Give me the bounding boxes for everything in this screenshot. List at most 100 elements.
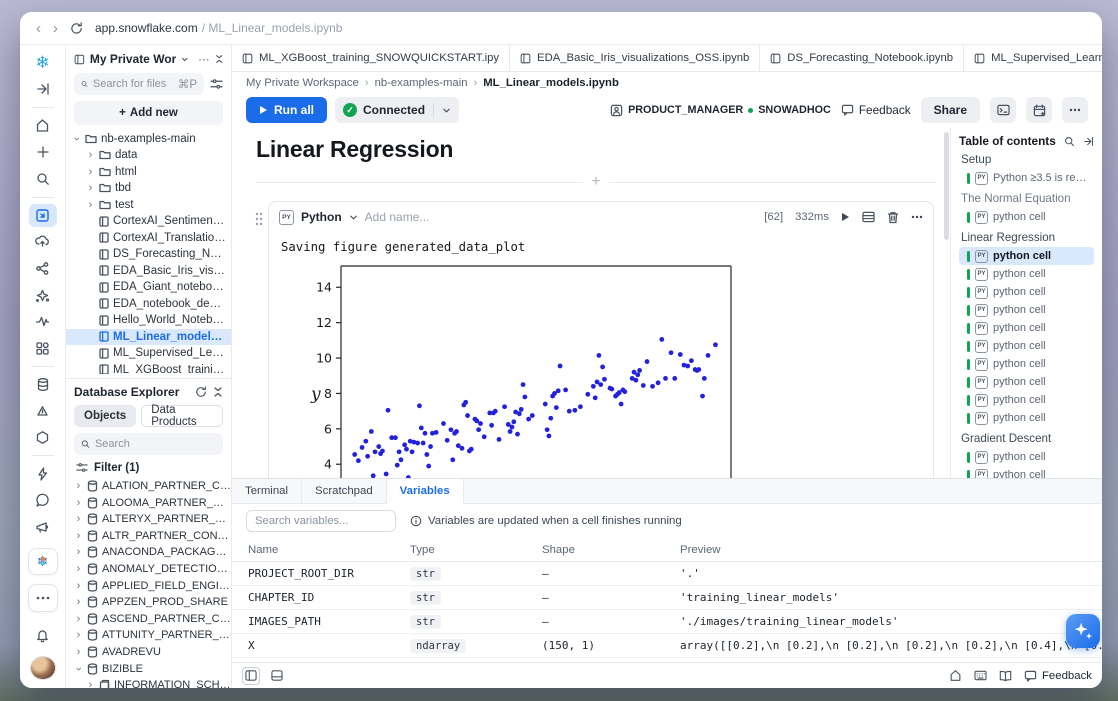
tab-data-products[interactable]: Data Products [141,404,223,428]
chevron-right-icon[interactable]: › [72,666,85,671]
chevron-right-icon[interactable]: › [76,612,81,625]
browser-reload-icon[interactable] [70,21,83,35]
refresh-icon[interactable] [195,386,207,398]
workspace-more-icon[interactable]: ⋯ [198,54,210,66]
workspace-title[interactable]: My Private Work... [89,52,176,66]
bottom-panel-tab[interactable]: Variables [386,479,464,504]
file-tree-item[interactable]: › ML_Supervised_Learning.i... [66,345,231,362]
quick-actions-icon[interactable] [29,462,57,486]
toc-search-icon[interactable] [1064,136,1075,147]
chevron-right-icon[interactable]: › [70,136,83,141]
database-list-item[interactable]: › ANOMALY_DETECTION_APP [66,561,231,578]
chevron-down-icon[interactable] [181,55,188,64]
toggle-sidebar-icon[interactable] [242,666,260,685]
role-selector[interactable]: PRODUCT_MANAGER SNOWADHOC [610,104,831,117]
data-icon[interactable] [29,373,57,397]
chevron-right-icon[interactable]: › [76,629,81,642]
database-list-item[interactable]: › ALOOMA_PARTNER_CONN... [66,494,231,511]
file-tree-item[interactable]: › tbd [66,180,231,197]
schedule-button[interactable] [1026,97,1052,123]
toc-section-title[interactable]: Linear Regression [961,231,1056,244]
python-cell[interactable]: PY Python Add name... [62] 332ms [255,201,934,478]
toc-cell-item[interactable]: PY python cell [959,265,1094,283]
cell-display-icon[interactable] [862,211,875,223]
browser-back-button[interactable]: ‹ [36,19,41,37]
terminal-toggle-button[interactable] [990,97,1016,123]
file-tree-item[interactable]: › data [66,147,231,164]
notebooks-icon[interactable] [28,203,57,228]
chevron-right-icon[interactable]: › [76,513,81,526]
table-row[interactable]: X ndarray (150, 1) array([[0.2],\n [0.2]… [232,634,1102,658]
url-bar[interactable]: app.snowflake.com / ML_Linear_models.ipy… [95,21,342,35]
file-tree-item[interactable]: › EDA_Basic_Iris_visualizatio... [66,263,231,280]
marketplace-icon[interactable] [29,336,57,360]
file-filter-icon[interactable] [210,78,223,90]
toc-cell-item[interactable]: PY python cell [959,448,1094,466]
data-sharing-icon[interactable] [29,257,57,281]
share-button[interactable]: Share [920,97,980,123]
file-tree-item[interactable]: › test [66,197,231,214]
file-tree-item[interactable]: › nb-examples-main [70,132,196,145]
toc-section-title[interactable]: Setup [961,153,992,166]
tab-objects[interactable]: Objects [74,404,137,427]
db-search-field[interactable] [94,437,216,450]
file-tree-item[interactable]: › EDA_Giant_notebook_170c... [66,279,231,296]
notebook-tab[interactable]: ML_XGBoost_training_SNOWQUICKSTART.ipy [232,45,511,71]
toc-cell-item[interactable]: PY python cell [959,208,1094,226]
add-icon[interactable] [29,141,57,165]
toc-section-title[interactable]: Gradient Descent [961,432,1052,445]
toc-cell-item[interactable]: PY python cell [959,319,1094,337]
file-tree-item[interactable]: › EDA_notebook_demo.ipynb [66,296,231,313]
chevron-right-icon[interactable]: › [88,679,93,688]
chevron-right-icon[interactable]: › [76,579,81,592]
database-list-item[interactable]: › BIZIBLE [72,662,143,675]
file-search-input[interactable]: ⌘P [74,73,204,95]
db-filter-button[interactable]: Filter (1) [66,460,231,478]
monitoring-icon[interactable] [29,310,57,334]
rail-more-button[interactable] [27,584,58,612]
database-list-item[interactable]: › ALTERYX_PARTNER_CONN... [66,511,231,528]
toc-cell-item[interactable]: PY python cell [959,409,1094,427]
feedback-button[interactable]: Feedback [1024,670,1092,682]
add-new-button[interactable]: + Add new [74,101,223,125]
toc-cell-item[interactable]: PY python cell [959,337,1094,355]
file-tree-item[interactable]: › ML_Linear_models.ipynb [66,328,231,346]
breadcrumb-item[interactable]: ML_Linear_models.ipynb › [483,77,619,89]
database-list-item[interactable]: › ALTR_PARTNER_CONNECT [66,528,231,545]
chevron-right-icon[interactable]: › [76,596,81,609]
file-tree-item[interactable]: › Hello_World_Notebook.ipy... [66,312,231,329]
search-icon[interactable] [29,167,57,191]
database-list-item[interactable]: › INFORMATION_SCHEMA [66,677,231,688]
chevron-right-icon[interactable]: › [76,563,81,576]
ingestion-icon[interactable] [29,399,57,423]
database-list-item[interactable]: › ATTUNITY_PARTNER_CON... [66,627,231,644]
toc-section-title[interactable]: The Normal Equation [961,192,1071,205]
browser-forward-button[interactable]: › [53,19,58,37]
collapse-rail-icon[interactable] [29,78,57,102]
cortex-ai-button[interactable]: ❄ [27,548,58,576]
bottom-panel-tab[interactable]: Scratchpad [302,479,387,503]
bottom-panel-tab[interactable]: Terminal [232,479,303,503]
toc-cell-item[interactable]: PY Python ≥3.5 is required [959,169,1094,187]
docs-icon[interactable] [999,670,1012,682]
ai-assistant-button[interactable] [1066,614,1100,648]
toggle-panel-icon[interactable] [268,667,286,685]
chevron-right-icon[interactable]: › [88,149,93,162]
snowflake-logo-icon[interactable]: ❄ [35,53,50,73]
toc-cell-item[interactable]: PY python cell [959,247,1094,265]
breadcrumb-item[interactable]: My Private Workspace › [246,77,369,89]
variables-search-field[interactable] [255,515,387,527]
toc-cell-item[interactable]: PY python cell [959,373,1094,391]
home-icon[interactable] [29,114,57,138]
database-list-item[interactable]: › ALATION_PARTNER_CONN... [66,478,231,495]
notifications-bell-icon[interactable] [29,624,57,648]
toc-collapse-icon[interactable] [1083,136,1094,147]
cell-language[interactable]: Python [301,210,342,224]
ai-ml-icon[interactable] [29,230,57,254]
toc-cell-item[interactable]: PY python cell [959,355,1094,373]
table-row[interactable]: IMAGES_PATH str – './images/training_lin… [232,610,1102,634]
file-tree-item[interactable]: › CortexAI_Translation_SNO... [66,230,231,247]
database-list-item[interactable]: › ANACONDA_PACKAGE_SH... [66,544,231,561]
chevron-right-icon[interactable]: › [76,480,81,493]
announcements-icon[interactable] [29,516,57,540]
